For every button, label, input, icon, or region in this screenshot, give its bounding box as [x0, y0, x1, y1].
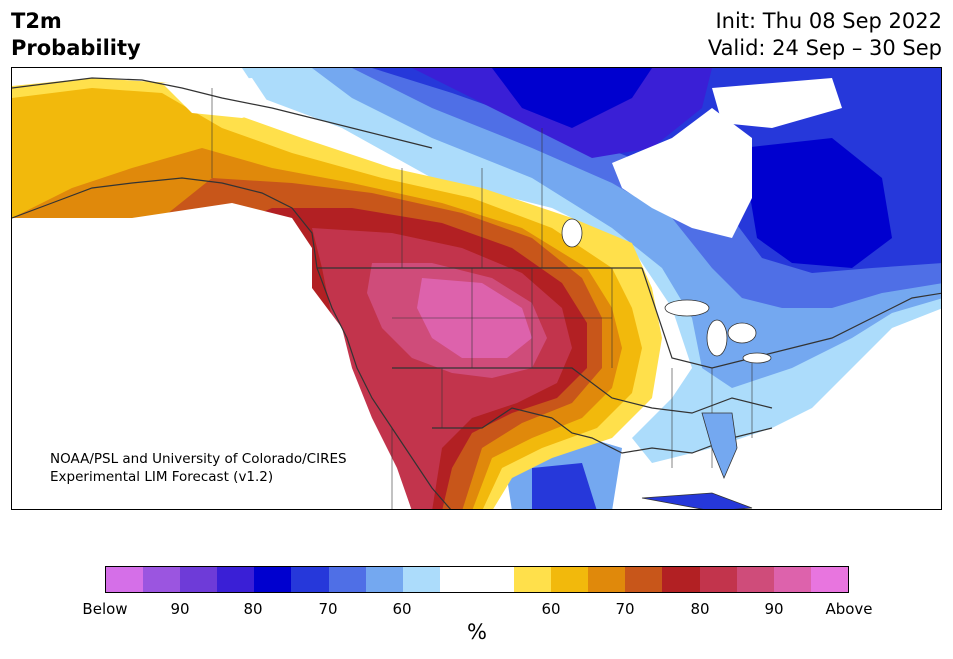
great-lakes: [561, 218, 772, 364]
cuba: [641, 492, 753, 509]
init-date: Init: Thu 08 Sep 2022: [715, 9, 942, 33]
map-title: T2m Probability: [11, 8, 141, 62]
gulf-below-80-region: [532, 463, 597, 509]
colorbar-cell-3: [217, 567, 255, 592]
credit-line-2: Experimental LIM Forecast (v1.2): [50, 469, 274, 485]
florida: [701, 412, 738, 480]
below-90-region: [742, 138, 892, 268]
title-line-1: T2m: [11, 9, 62, 33]
colorbar-cell-16: [699, 567, 737, 592]
tick-above-60: 60: [541, 600, 561, 618]
colorbar-cell-15: [662, 567, 700, 592]
tick-above: Above: [825, 600, 873, 618]
tick-below-70: 70: [318, 600, 338, 618]
colorbar-cell-4: [254, 567, 292, 592]
colorbar-cell-9: [439, 567, 477, 592]
colorbar-cell-1: [143, 567, 181, 592]
colorbar-cell-5: [291, 567, 329, 592]
credit-line-1: NOAA/PSL and University of Colorado/CIRE…: [50, 451, 347, 467]
colorbar-cell-11: [514, 567, 552, 592]
below-90b-region: [492, 68, 652, 128]
credit-text: NOAA/PSL and University of Colorado/CIRE…: [50, 450, 347, 486]
colorbar-cell-0: [106, 567, 144, 592]
tick-above-90: 90: [764, 600, 784, 618]
tick-below-80: 80: [243, 600, 263, 618]
colorbar-cell-17: [736, 567, 774, 592]
colorbar-cell-14: [625, 567, 663, 592]
colorbar-cell-7: [365, 567, 403, 592]
colorbar-cell-2: [180, 567, 218, 592]
tick-below: Below: [82, 600, 128, 618]
colorbar-cell-10: [476, 567, 515, 592]
hudson-bay-white: [612, 108, 752, 238]
colorbar-cell-12: [551, 567, 589, 592]
forecast-map: NOAA/PSL and University of Colorado/CIRE…: [11, 67, 942, 510]
colorbar-cell-18: [773, 567, 811, 592]
colorbar-unit: %: [467, 620, 487, 644]
title-line-2: Probability: [11, 36, 141, 60]
forecast-info: Init: Thu 08 Sep 2022 Valid: 24 Sep – 30…: [708, 8, 942, 62]
colorbar-cell-19: [810, 567, 848, 592]
colorbar-cell-8: [402, 567, 440, 592]
colorbar-cell-6: [328, 567, 366, 592]
tick-below-60: 60: [392, 600, 412, 618]
alaska-white-gap: [162, 78, 272, 118]
valid-range: Valid: 24 Sep – 30 Sep: [707, 36, 942, 60]
tick-above-80: 80: [690, 600, 710, 618]
tick-below-90: 90: [170, 600, 190, 618]
colorbar-cell-13: [588, 567, 626, 592]
pacific-white: [12, 203, 412, 509]
colorbar: [105, 566, 849, 593]
tick-above-70: 70: [615, 600, 635, 618]
arctic-white: [712, 78, 842, 128]
probability-map-svg: [12, 68, 941, 509]
